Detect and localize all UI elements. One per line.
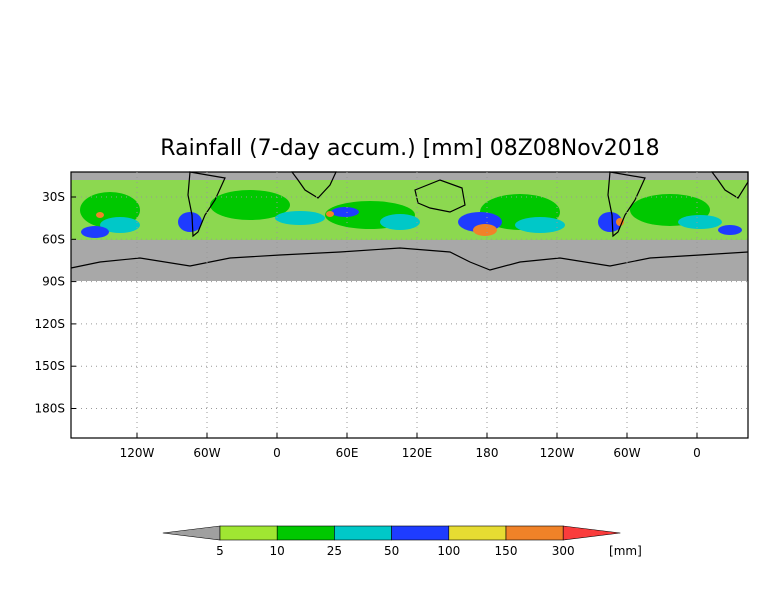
colorbar-label: 150 xyxy=(495,544,518,558)
colorbar-label: 100 xyxy=(437,544,460,558)
lon-tick-label: 120W xyxy=(540,446,575,460)
colorbar-label: 50 xyxy=(384,544,399,558)
lon-tick-label: 0 xyxy=(273,446,281,460)
colorbar-box xyxy=(276,525,335,541)
lat-tick-label: 90S xyxy=(42,275,65,289)
title: Rainfall (7-day accum.) [mm] 08Z08Nov201… xyxy=(160,136,659,161)
lon-tick-label: 120E xyxy=(402,446,433,460)
lat-tick-label: 60S xyxy=(42,232,65,246)
lat-tick-label: 30S xyxy=(42,190,65,204)
lon-tick-label: 60E xyxy=(336,446,359,460)
rainfall-field xyxy=(71,172,748,281)
colorbar-over xyxy=(562,525,621,541)
lat-tick-label: 120S xyxy=(34,317,65,331)
lon-tick-label: 60W xyxy=(613,446,640,460)
lon-tick-label: 60W xyxy=(193,446,220,460)
colorbar-box xyxy=(448,525,507,541)
lat-tick-label: 150S xyxy=(34,359,65,373)
colorbar-box xyxy=(391,525,450,541)
colorbar-box xyxy=(505,525,564,541)
colorbar-box xyxy=(219,525,278,541)
lat-tick-label: 180S xyxy=(34,402,65,416)
lon-tick-label: 180 xyxy=(476,446,499,460)
colorbar-label: 5 xyxy=(216,544,224,558)
colorbar-label: 25 xyxy=(327,544,342,558)
colorbar-unit: [mm] xyxy=(609,544,642,558)
colorbar-label: 10 xyxy=(270,544,285,558)
lon-tick-label: 0 xyxy=(693,446,701,460)
colorbar-under xyxy=(162,525,221,541)
colorbar-label: 300 xyxy=(552,544,575,558)
colorbar-box xyxy=(334,525,392,541)
plot-frame xyxy=(70,171,749,439)
lon-tick-label: 120W xyxy=(120,446,155,460)
